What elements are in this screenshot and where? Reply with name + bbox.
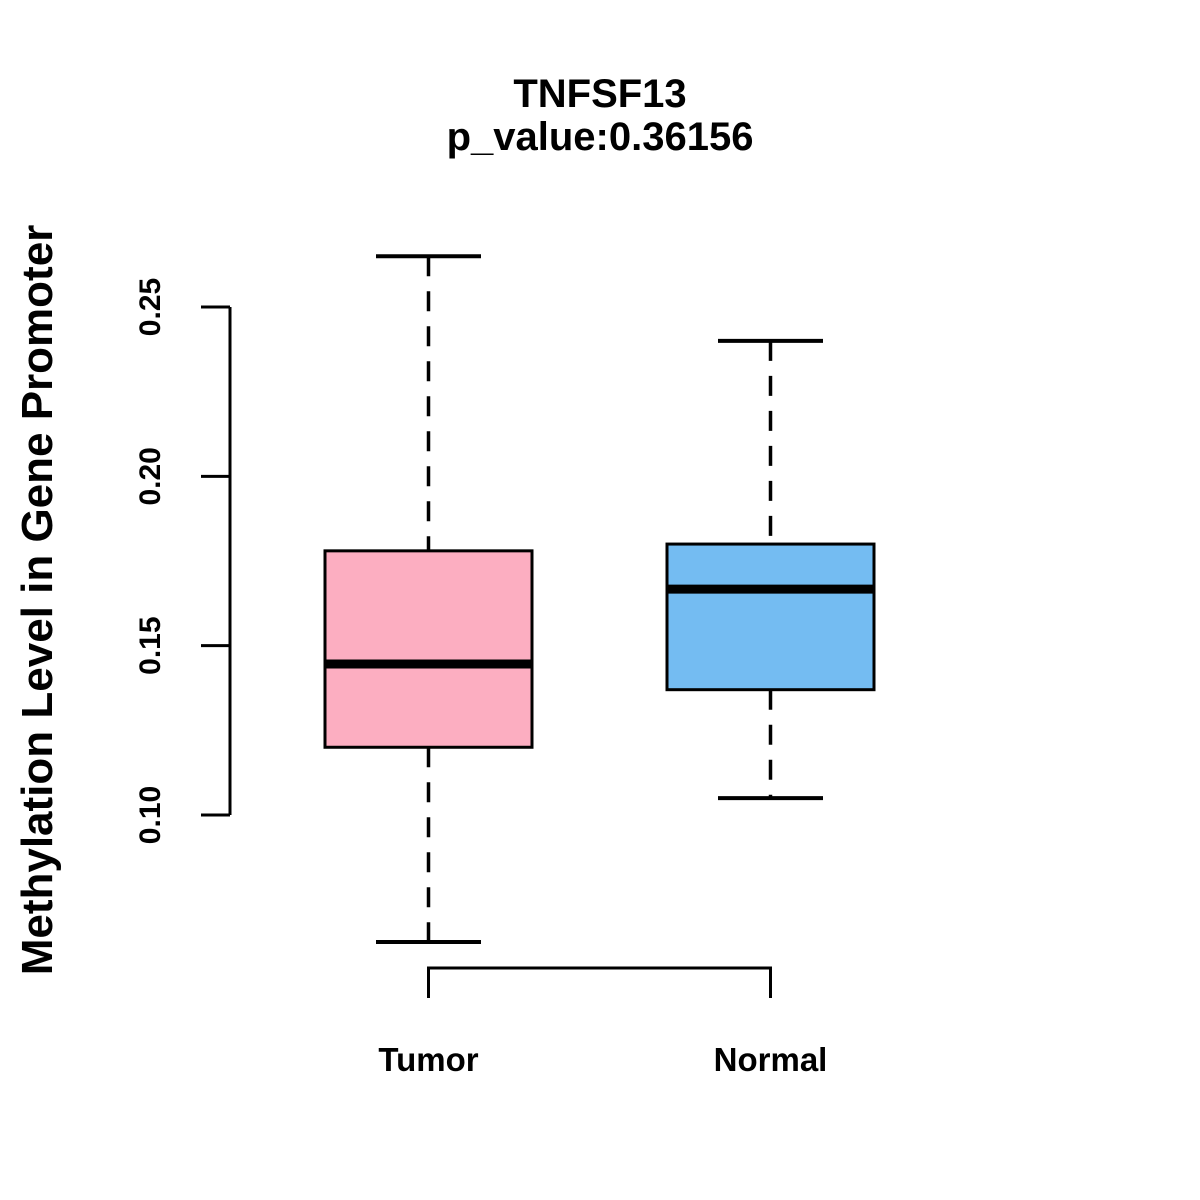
boxplot-series — [323, 254, 876, 944]
chart-subtitle-pvalue: p_value:0.36156 — [447, 115, 754, 159]
iqr-box — [323, 549, 534, 749]
x-axis-bracket — [427, 966, 772, 998]
y-axis-label: Methylation Level in Gene Promoter — [13, 225, 62, 976]
y-axis-tick-label: 0.10 — [134, 786, 167, 844]
normal-boxplot — [665, 338, 876, 801]
tumor-boxplot — [323, 254, 534, 944]
category-label-normal: Normal — [714, 1041, 828, 1078]
x-axis: Tumor Normal — [378, 966, 828, 1078]
chart-title: TNFSF13 — [513, 72, 686, 116]
y-axis-tick-label: 0.20 — [134, 447, 167, 505]
y-axis-tick-label: 0.25 — [134, 278, 167, 336]
iqr-box — [665, 542, 876, 692]
category-label-tumor: Tumor — [378, 1041, 478, 1078]
y-axis: 0.25 0.20 0.15 0.10 — [134, 278, 232, 844]
y-axis-tick-label: 0.15 — [134, 616, 167, 674]
